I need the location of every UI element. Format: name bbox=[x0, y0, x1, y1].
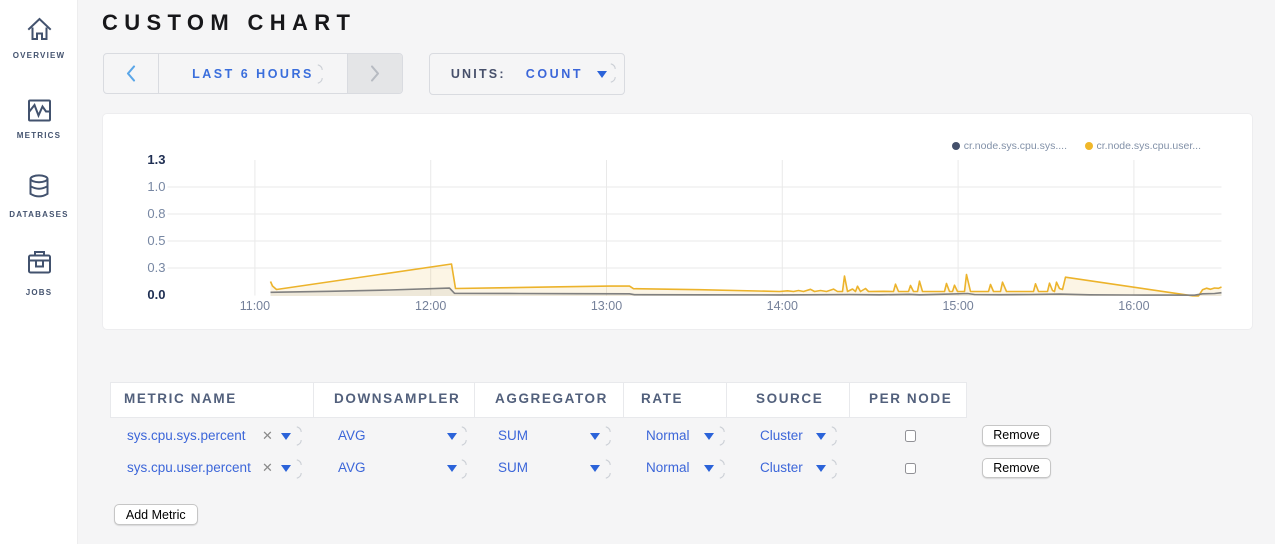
svg-text:0.8: 0.8 bbox=[147, 206, 165, 221]
svg-text:13:00: 13:00 bbox=[590, 299, 621, 313]
svg-text:1.0: 1.0 bbox=[147, 179, 165, 194]
svg-text:0.3: 0.3 bbox=[147, 260, 165, 275]
svg-text:12:00: 12:00 bbox=[415, 299, 446, 313]
svg-text:1.3: 1.3 bbox=[147, 152, 165, 167]
svg-text:11:00: 11:00 bbox=[239, 299, 269, 313]
svg-text:16:00: 16:00 bbox=[1118, 299, 1149, 313]
svg-text:0.5: 0.5 bbox=[147, 233, 165, 248]
svg-text:0.0: 0.0 bbox=[147, 287, 165, 302]
svg-text:15:00: 15:00 bbox=[942, 299, 973, 313]
svg-text:14:00: 14:00 bbox=[766, 299, 797, 313]
